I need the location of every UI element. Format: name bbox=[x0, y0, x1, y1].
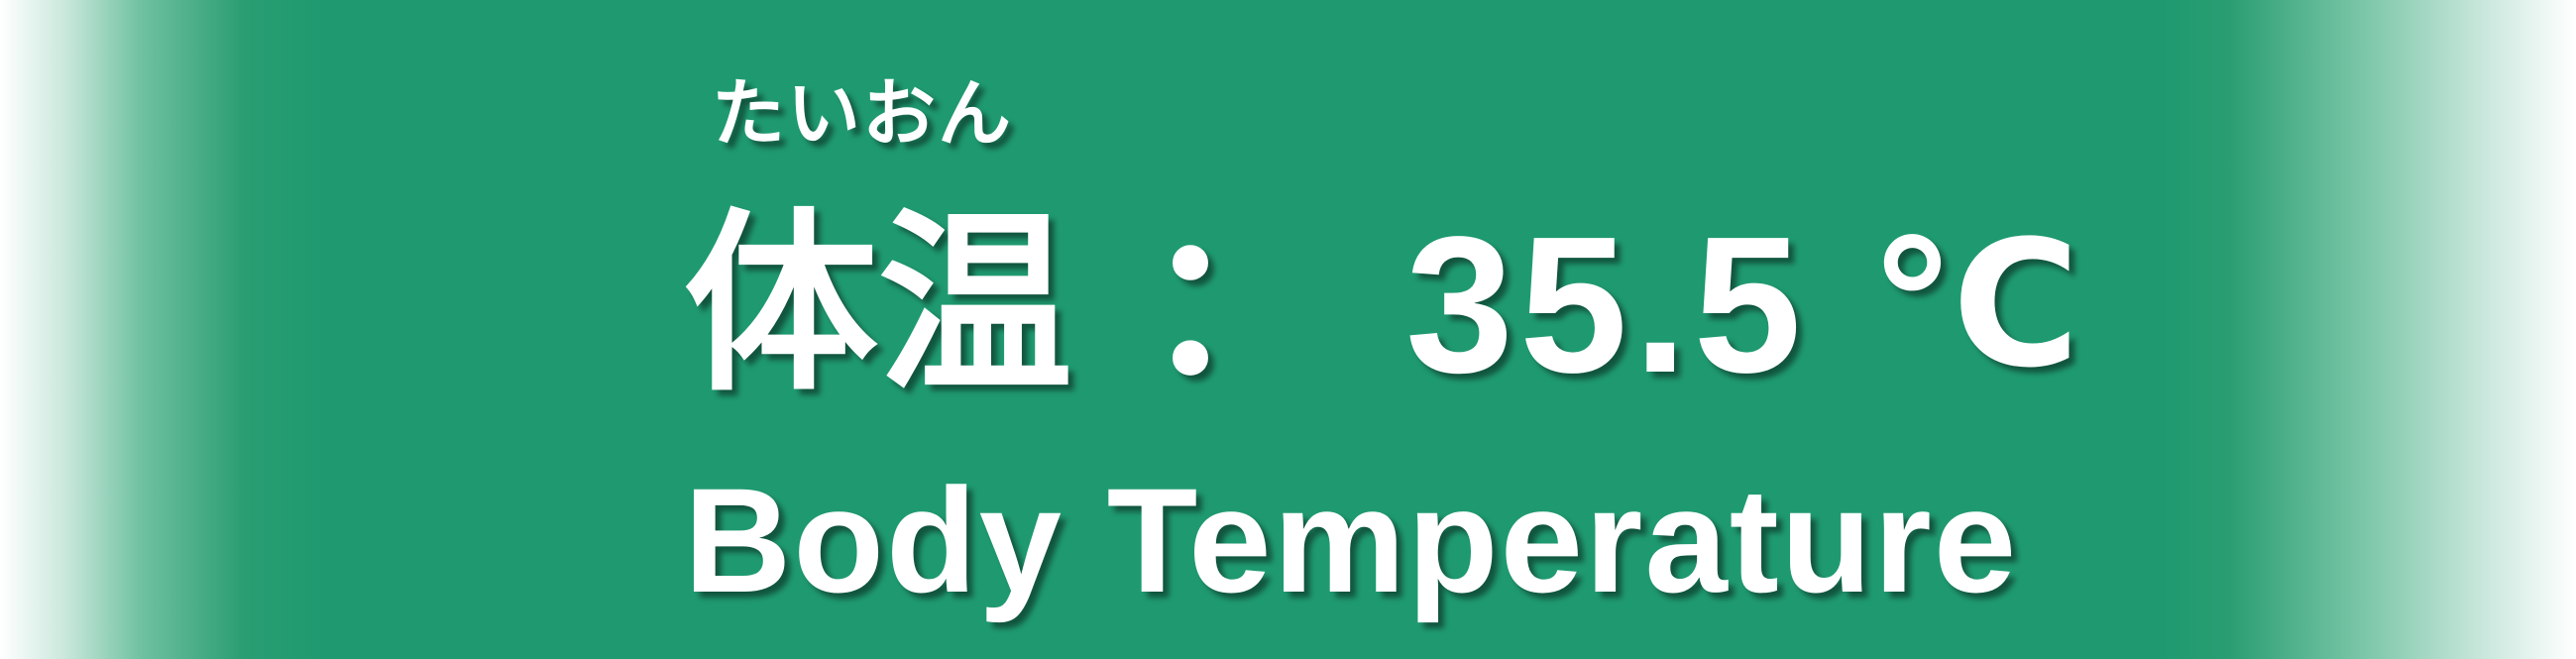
temperature-unit: ℃ bbox=[1868, 203, 2080, 406]
separator-colon: ： bbox=[1142, 196, 1337, 413]
english-label: Body Temperature bbox=[684, 457, 2019, 623]
furigana-reading: たいおん bbox=[712, 71, 1013, 157]
temperature-value: 35.5 bbox=[1405, 196, 1808, 413]
kanji-label: 体温 bbox=[684, 192, 1073, 418]
temperature-line: 体温 ： 35.5 ℃ bbox=[684, 196, 2080, 414]
